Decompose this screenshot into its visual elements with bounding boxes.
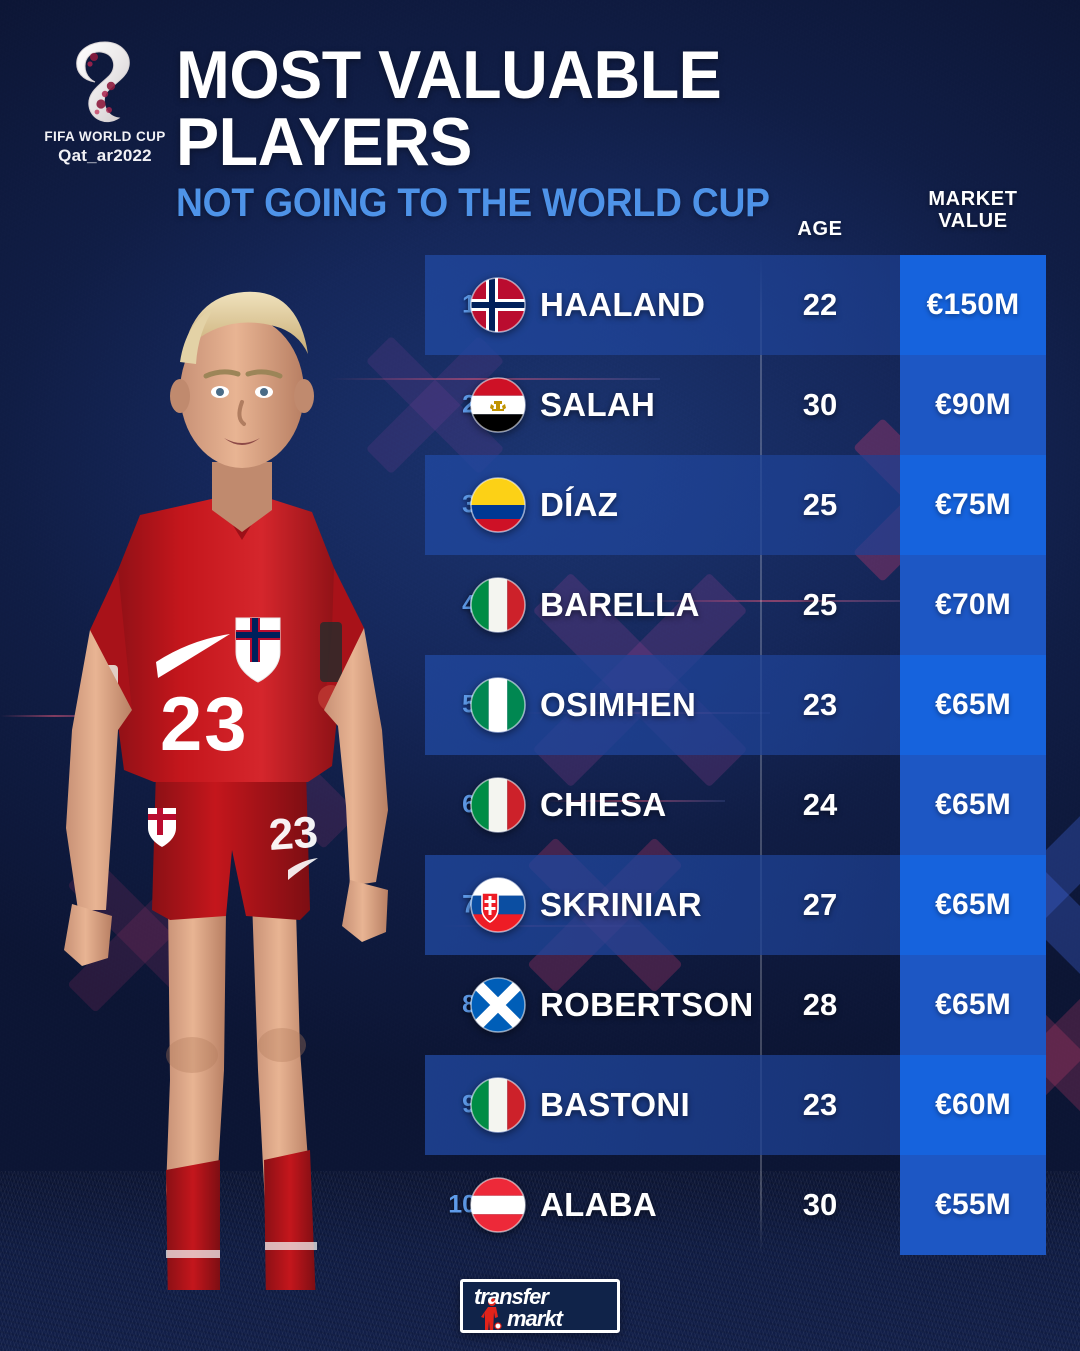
row-market-value-box: €70M (900, 555, 1046, 655)
row-market-value: €75M (935, 488, 1011, 521)
table-row[interactable]: 7 SKRINIAR 27 €65M (0, 855, 1080, 955)
column-headers: AGE MARKET VALUE (0, 180, 1080, 250)
svg-text:23: 23 (267, 808, 319, 860)
slovakia-flag-icon (470, 877, 526, 933)
table-row[interactable]: 1 HAALAND 22 €150M (0, 255, 1080, 355)
table-row[interactable]: 4 BARELLA 25 €70M (0, 555, 1080, 655)
italy-flag-icon (470, 1077, 526, 1133)
column-header-age: AGE (797, 218, 843, 240)
table-row[interactable]: 5 OSIMHEN 23 €65M (0, 655, 1080, 755)
fifa-logo-line1: FIFA WORLD CUP (44, 129, 166, 144)
transfermarkt-footballer-icon (481, 1298, 502, 1330)
row-player-name: SALAH (540, 386, 656, 423)
row-market-value-box: €90M (900, 355, 1046, 455)
row-market-value-box: €150M (900, 255, 1046, 355)
italy-flag-icon (470, 577, 526, 633)
row-market-value: €65M (935, 888, 1011, 921)
column-header-market-value: MARKET VALUE (900, 188, 1046, 233)
footer: transfer markt (0, 1279, 1080, 1333)
players-table: 1 HAALAND 22 €150M 2 (0, 255, 1080, 1260)
row-age: 30 (802, 1187, 838, 1222)
fifa-world-cup-logo: FIFA WORLD CUP Qat_ar2022 (42, 34, 168, 174)
scotland-flag-icon (470, 977, 526, 1033)
qatar-2022-emblem-icon (76, 41, 130, 122)
row-age: 23 (802, 687, 838, 722)
row-market-value: €150M (926, 288, 1020, 321)
transfermarkt-word-markt: markt (507, 1306, 563, 1331)
colombia-flag-icon (470, 477, 526, 533)
row-player-name: SKRINIAR (540, 886, 702, 923)
row-market-value: €55M (935, 1188, 1011, 1221)
row-age: 25 (802, 487, 838, 522)
row-market-value: €60M (935, 1088, 1011, 1121)
row-market-value-box: €55M (900, 1155, 1046, 1255)
egypt-flag-icon (470, 377, 526, 433)
row-market-value: €65M (935, 688, 1011, 721)
row-age: 22 (802, 287, 838, 322)
page-subtitle: NOT GOING TO THE WORLD CUP (176, 181, 770, 226)
row-market-value: €70M (935, 588, 1011, 621)
row-age: 23 (802, 1087, 838, 1122)
fifa-logo-line2: Qat_ar2022 (58, 145, 152, 165)
table-row[interactable]: 8 ROBERTSON 28 €65M (0, 955, 1080, 1055)
row-market-value-box: €65M (900, 855, 1046, 955)
row-player-name: BARELLA (540, 586, 700, 623)
row-player-name: ROBERTSON (540, 986, 754, 1023)
transfermarkt-word-transfer: transfer (474, 1284, 549, 1309)
row-market-value-box: €65M (900, 955, 1046, 1055)
row-market-value: €65M (935, 788, 1011, 821)
row-market-value-box: €75M (900, 455, 1046, 555)
row-market-value-box: €65M (900, 755, 1046, 855)
table-row[interactable]: 3 DÍAZ 25 €75M (0, 455, 1080, 555)
column-header-market-value-line1: MARKET (928, 188, 1018, 210)
title-block: MOST VALUABLE PLAYERS NOT GOING TO THE W… (176, 37, 1016, 226)
column-divider (760, 255, 762, 1255)
row-age: 27 (802, 887, 838, 922)
row-player-name: CHIESA (540, 786, 667, 823)
row-market-value: €90M (935, 388, 1011, 421)
svg-text:23: 23 (160, 682, 249, 767)
italy-flag-icon (470, 777, 526, 833)
table-row[interactable]: 2 SALAH 30 €90M (0, 355, 1080, 455)
column-header-market-value-line2: VALUE (938, 210, 1008, 233)
row-age: 25 (802, 587, 838, 622)
row-market-value-box: €60M (900, 1055, 1046, 1155)
row-age: 28 (802, 987, 838, 1022)
page-title: MOST VALUABLE PLAYERS (176, 37, 722, 180)
table-row[interactable]: 6 CHIESA 24 €65M (0, 755, 1080, 855)
row-market-value-box: €65M (900, 655, 1046, 755)
row-player-name: BASTONI (540, 1086, 691, 1123)
row-age: 24 (802, 787, 838, 822)
row-age: 30 (802, 387, 838, 422)
nigeria-flag-icon (470, 677, 526, 733)
row-market-value: €65M (935, 988, 1011, 1021)
row-player-name: ALABA (540, 1186, 657, 1223)
row-player-name: DÍAZ (540, 486, 619, 523)
transfermarkt-logo[interactable]: transfer markt (460, 1279, 620, 1333)
table-row[interactable]: 10 ALABA 30 €55M (0, 1155, 1080, 1255)
row-player-name: HAALAND (540, 286, 706, 323)
row-player-name: OSIMHEN (540, 686, 697, 723)
austria-flag-icon (470, 1177, 526, 1233)
header: FIFA WORLD CUP Qat_ar2022 MOST VALUABLE … (0, 0, 1080, 223)
norway-flag-icon (470, 277, 526, 333)
table-row[interactable]: 9 BASTONI 23 €60M (0, 1055, 1080, 1155)
